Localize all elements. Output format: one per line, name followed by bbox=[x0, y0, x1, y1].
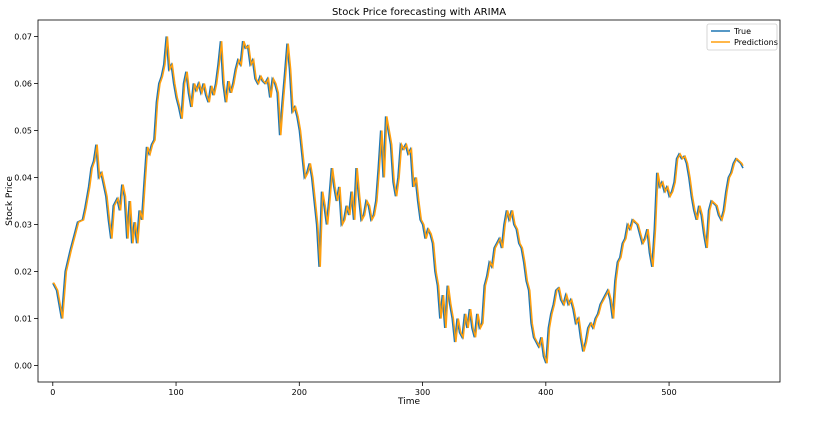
legend-predictions-label: Predictions bbox=[734, 38, 778, 47]
x-tick-label: 0 bbox=[50, 388, 55, 397]
y-tick-label: 0.02 bbox=[14, 268, 32, 277]
x-axis: 0 100 200 300 400 500 bbox=[50, 382, 677, 397]
y-tick-label: 0.07 bbox=[14, 32, 32, 41]
y-tick-label: 0.01 bbox=[14, 315, 32, 324]
y-axis: 0.00 0.01 0.02 0.03 0.04 0.05 0.06 0.07 bbox=[14, 32, 38, 371]
y-tick-label: 0.05 bbox=[14, 126, 32, 135]
y-axis-label: Stock Price bbox=[5, 176, 15, 226]
legend: True Predictions bbox=[706, 23, 778, 51]
legend-true-label: True bbox=[733, 27, 751, 36]
chart-title: Stock Price forecasting with ARIMA bbox=[332, 7, 506, 18]
x-tick-label: 100 bbox=[168, 388, 183, 397]
x-tick-label: 300 bbox=[415, 388, 430, 397]
y-tick-label: 0.03 bbox=[14, 221, 32, 230]
y-tick-label: 0.00 bbox=[14, 362, 32, 371]
y-tick-label: 0.04 bbox=[14, 173, 32, 182]
plot-frame bbox=[37, 19, 781, 383]
series-line-predictions bbox=[52, 36, 744, 364]
x-axis-label: Time bbox=[397, 397, 420, 407]
x-tick-label: 400 bbox=[538, 388, 553, 397]
x-tick-label: 200 bbox=[292, 388, 307, 397]
x-tick-label: 500 bbox=[661, 388, 676, 397]
y-tick-label: 0.06 bbox=[14, 79, 32, 88]
